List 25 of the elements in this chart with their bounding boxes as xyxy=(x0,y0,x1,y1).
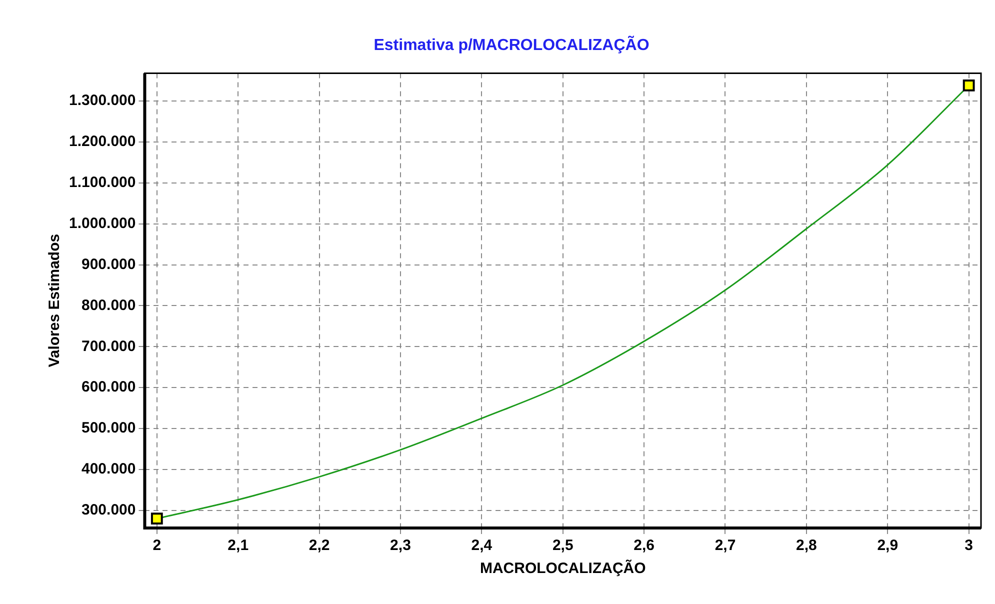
y-tick-label: 400.000 xyxy=(81,460,136,478)
x-tick-label: 2,5 xyxy=(552,537,574,554)
x-axis-title: MACROLOCALIZAÇÃO xyxy=(480,559,646,578)
y-tick-label: 1.200.000 xyxy=(68,133,136,150)
y-axis-title: Valores Estimados xyxy=(46,234,64,368)
x-tick-label: 3 xyxy=(964,537,973,554)
x-tick-label: 2,9 xyxy=(877,537,898,554)
y-tick-label: 500.000 xyxy=(81,420,136,437)
x-tick-label: 2 xyxy=(152,537,162,554)
y-tick-label: 800.000 xyxy=(81,296,136,314)
x-tick-label: 2,2 xyxy=(308,537,330,554)
y-tick-label: 1.000.000 xyxy=(68,214,136,232)
x-tick-label: 2,6 xyxy=(634,537,654,554)
x-tick-label: 2,3 xyxy=(390,537,411,554)
chart-title: Estimativa p/MACROLOCALIZAÇÃO xyxy=(374,35,650,54)
y-tick-label: 1.300.000 xyxy=(68,92,136,110)
x-tick-label: 2,8 xyxy=(796,537,817,554)
y-tick-label: 300.000 xyxy=(81,502,136,519)
y-tick-label: 900.000 xyxy=(81,256,136,273)
x-tick-label: 2,7 xyxy=(714,537,736,554)
x-tick-label: 2,4 xyxy=(471,537,493,554)
x-tick-label: 2,1 xyxy=(228,537,249,554)
y-tick-label: 600.000 xyxy=(81,378,136,396)
y-tick-label: 700.000 xyxy=(81,338,136,355)
y-tick-label: 1.100.000 xyxy=(68,174,136,192)
